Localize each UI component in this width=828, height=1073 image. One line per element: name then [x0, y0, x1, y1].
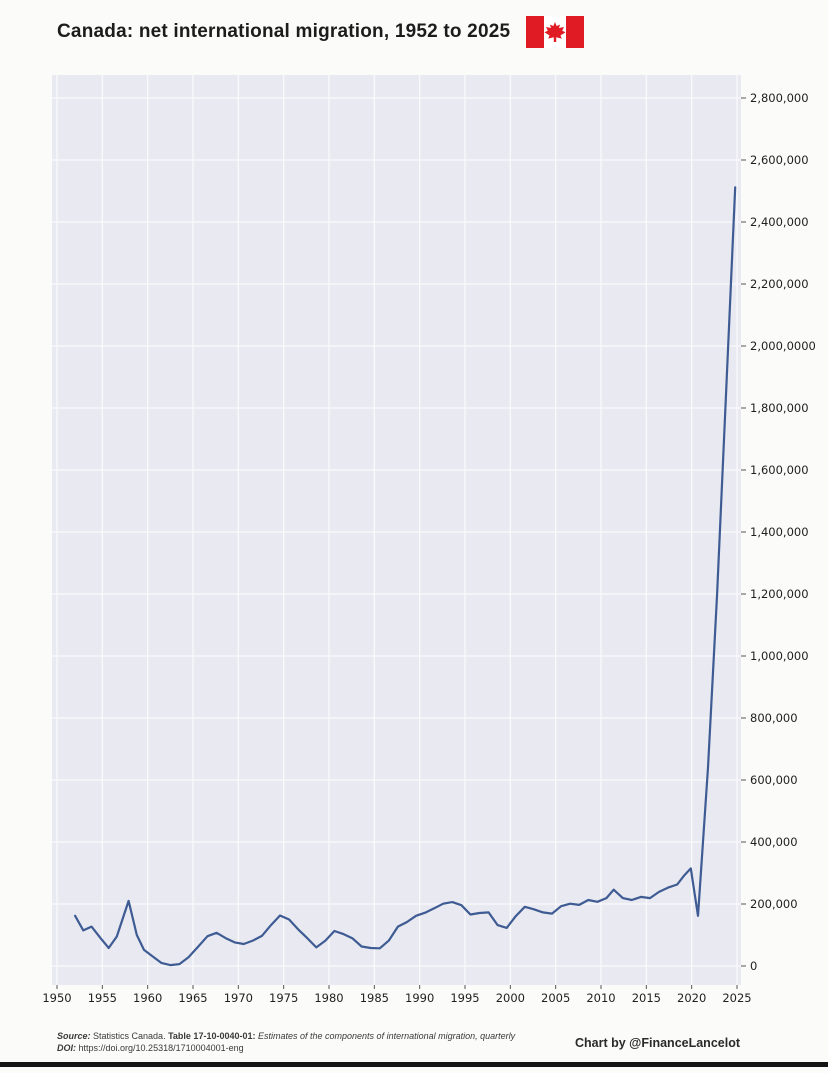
source-note: Source: Statistics Canada. Table 17-10-0…: [57, 1030, 562, 1054]
x-tick-label: 2015: [632, 991, 661, 1005]
x-tick-label: 1995: [450, 991, 479, 1005]
x-tick-label: 2005: [541, 991, 570, 1005]
x-tick-label: 1985: [360, 991, 389, 1005]
y-tick-label: 2,000,0000: [750, 339, 816, 353]
y-tick-label: 2,400,000: [750, 215, 809, 229]
x-tick-label: 2025: [722, 991, 751, 1005]
x-tick-label: 1955: [88, 991, 117, 1005]
y-tick-label: 2,800,000: [750, 91, 809, 105]
x-tick-label: 2000: [496, 991, 525, 1005]
plot-area: [52, 75, 741, 985]
y-tick-label: 1,200,000: [750, 587, 809, 601]
migration-line-chart: 0 200,000 400,000 600,000 800,000 1,000,000 1,…: [42, 75, 816, 1005]
y-tick-label: 2,200,000: [750, 277, 809, 291]
y-tick-label: 1,800,000: [750, 401, 809, 415]
y-tick-label: 1,600,000: [750, 463, 809, 477]
x-tick-label: 1950: [42, 991, 71, 1005]
y-tick-label: 600,000: [750, 773, 798, 787]
x-tick-label: 2010: [586, 991, 615, 1005]
x-tick-label: 1960: [133, 991, 162, 1005]
x-tick-label: 1970: [224, 991, 253, 1005]
y-tick-label: 200,000: [750, 897, 798, 911]
y-tick-label: 1,000,000: [750, 649, 809, 663]
y-tick-label: 400,000: [750, 835, 798, 849]
table-desc: Estimates of the components of internati…: [258, 1031, 516, 1041]
doi-text: https://doi.org/10.25318/1710004001-eng: [78, 1043, 244, 1053]
x-tick-label: 1990: [405, 991, 434, 1005]
source-text: Statistics Canada.: [93, 1031, 166, 1041]
table-ref: Table 17-10-0040-01:: [168, 1031, 256, 1041]
canada-flag-icon: [526, 16, 585, 48]
chart-credit: Chart by @FinanceLancelot: [575, 1036, 740, 1050]
x-tick-label: 1980: [314, 991, 343, 1005]
y-tick-label: 2,600,000: [750, 153, 809, 167]
chart-header: Canada: net international migration, 195…: [57, 16, 585, 48]
chart-title: Canada: net international migration, 195…: [57, 21, 511, 42]
y-tick-label: 0: [750, 959, 757, 973]
migration-line: [74, 186, 737, 967]
source-line-1: Source: Statistics Canada. Table 17-10-0…: [57, 1030, 562, 1042]
source-line-2: DOI: https://doi.org/10.25318/1710004001…: [57, 1042, 562, 1054]
bottom-border: [0, 1062, 828, 1067]
doi-label: DOI:: [57, 1043, 76, 1053]
y-tick-label: 800,000: [750, 711, 798, 725]
source-label: Source:: [57, 1031, 91, 1041]
y-tick-label: 1,400,000: [750, 525, 809, 539]
x-tick-label: 2020: [677, 991, 706, 1005]
x-tick-label: 1965: [178, 991, 207, 1005]
x-tick-label: 1975: [269, 991, 298, 1005]
